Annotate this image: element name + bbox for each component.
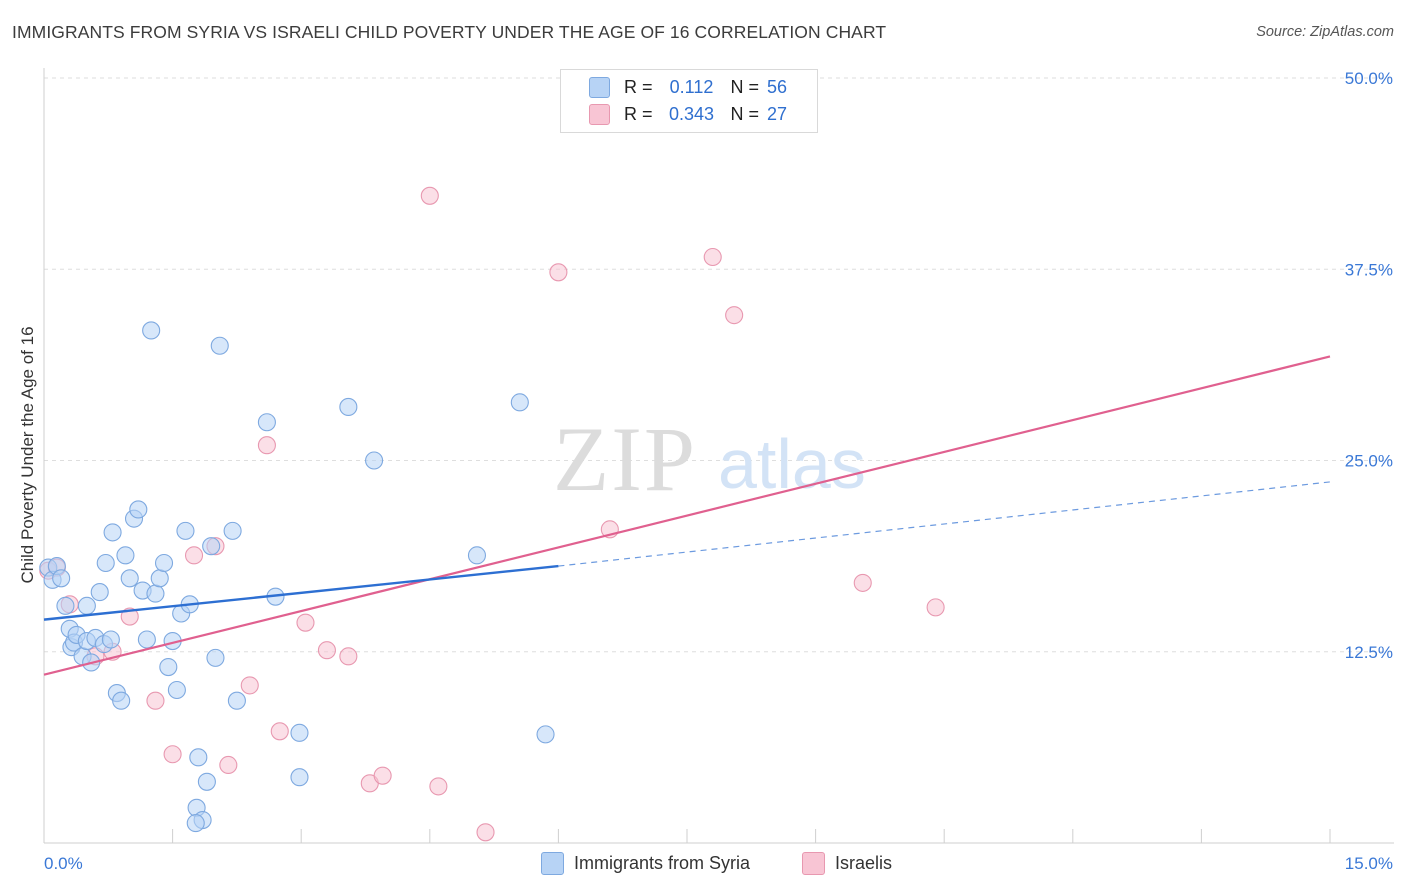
- data-point-syria: [339, 397, 358, 417]
- legend-swatch-syria: [589, 76, 610, 98]
- data-point-syria: [257, 413, 276, 432]
- data-point-israelis: [184, 546, 204, 565]
- legend-row-israelis: R = 0.343 N = 27: [589, 102, 787, 126]
- watermark-atlas: atlas: [718, 425, 866, 503]
- data-point-syria: [159, 657, 178, 677]
- data-point-syria: [176, 521, 195, 540]
- source-label: Source: ZipAtlas.com: [1256, 24, 1394, 40]
- trend-line-israelis: [43, 355, 1331, 676]
- data-point-israelis: [476, 823, 495, 842]
- legend-r-label: R =: [624, 76, 653, 97]
- data-point-syria: [56, 596, 75, 615]
- legend-n-value-israelis: 27: [767, 103, 788, 124]
- data-point-israelis: [317, 641, 336, 660]
- data-point-israelis: [549, 263, 568, 282]
- data-point-syria: [365, 451, 384, 470]
- y-axis-label: Child Poverty Under the Age of 16: [18, 326, 37, 584]
- data-point-syria: [112, 691, 131, 710]
- data-point-syria: [77, 596, 96, 615]
- correlation-legend: R = 0.112 N = 56 R = 0.343 N = 27: [560, 69, 818, 133]
- data-point-israelis: [296, 613, 315, 632]
- legend-item-syria[interactable]: Immigrants from Syria: [541, 852, 750, 875]
- legend-item-israelis[interactable]: Israelis: [802, 852, 892, 875]
- data-point-syria: [290, 768, 309, 787]
- chart-title: IMMIGRANTS FROM SYRIA VS ISRAELI CHILD P…: [12, 22, 887, 42]
- data-point-syria: [120, 569, 139, 588]
- legend-label-israelis: Israelis: [835, 853, 893, 873]
- data-point-syria: [510, 393, 529, 412]
- data-point-israelis: [219, 755, 238, 775]
- data-point-israelis: [853, 573, 872, 592]
- data-point-israelis: [420, 186, 439, 205]
- data-point-israelis: [339, 647, 358, 666]
- data-point-israelis: [146, 691, 165, 710]
- data-point-syria: [137, 630, 156, 649]
- data-point-syria: [52, 569, 71, 588]
- y-tick-label: 50.0%: [1345, 69, 1393, 88]
- data-point-israelis: [257, 436, 276, 455]
- y-tick-label: 12.5%: [1345, 643, 1393, 662]
- data-point-syria: [197, 772, 216, 791]
- data-point-syria: [146, 584, 165, 603]
- syria-points: [39, 321, 555, 833]
- legend-n-value-syria: 56: [767, 76, 788, 97]
- data-point-syria: [129, 500, 148, 519]
- x-tick-label: 0.0%: [44, 854, 83, 873]
- legend-r-value-syria: 0.112: [669, 76, 714, 97]
- watermark: ZIP atlas: [553, 408, 866, 510]
- legend-r-label: R =: [624, 103, 653, 124]
- data-point-syria: [154, 553, 174, 573]
- axes: [43, 68, 1394, 844]
- data-point-israelis: [926, 598, 945, 617]
- data-point-syria: [189, 748, 208, 767]
- data-point-syria: [210, 336, 229, 355]
- data-point-syria: [150, 569, 169, 588]
- series-legend: Immigrants from Syria Israelis: [0, 852, 1406, 876]
- trend-lines: [43, 355, 1331, 676]
- data-point-syria: [536, 725, 555, 744]
- trend-line-syria: [43, 564, 559, 621]
- watermark-zip: ZIP: [553, 408, 697, 510]
- x-tick-label: 15.0%: [1345, 854, 1393, 873]
- y-tick-label: 25.0%: [1345, 452, 1393, 471]
- tick-labels: 12.5% 25.0% 37.5% 50.0% 0.0% 15.0%: [44, 69, 1393, 873]
- data-point-israelis: [163, 745, 182, 764]
- data-point-syria: [186, 814, 205, 833]
- data-point-syria: [202, 537, 221, 556]
- data-point-israelis: [270, 722, 289, 741]
- legend-swatch-israelis: [802, 852, 825, 875]
- data-point-syria: [142, 321, 161, 340]
- y-tick-label: 37.5%: [1345, 260, 1393, 279]
- data-point-syria: [467, 546, 487, 565]
- data-point-israelis: [703, 247, 722, 267]
- data-point-syria: [167, 680, 186, 700]
- legend-row-syria: R = 0.112 N = 56: [589, 75, 787, 99]
- data-point-syria: [227, 691, 246, 710]
- data-point-syria: [90, 583, 109, 602]
- legend-swatch-israelis: [589, 103, 610, 125]
- data-point-israelis: [240, 676, 259, 695]
- legend-r-value-israelis: 0.343: [668, 103, 715, 124]
- legend-n-label: N =: [730, 76, 760, 97]
- grid-lines: [44, 77, 1394, 653]
- data-point-syria: [290, 723, 309, 742]
- data-point-syria: [223, 521, 242, 540]
- data-point-syria: [103, 523, 122, 542]
- israelis-points: [39, 186, 945, 842]
- data-point-israelis: [429, 777, 448, 796]
- data-point-syria: [206, 648, 225, 667]
- data-point-syria: [101, 630, 120, 649]
- data-point-israelis: [373, 766, 392, 785]
- legend-swatch-syria: [541, 852, 564, 875]
- legend-n-label: N =: [730, 103, 760, 124]
- data-point-syria: [96, 553, 115, 573]
- data-point-israelis: [725, 306, 744, 325]
- legend-label-syria: Immigrants from Syria: [574, 853, 751, 873]
- trend-line-syria-extension: [558, 481, 1331, 567]
- data-point-syria: [116, 546, 135, 565]
